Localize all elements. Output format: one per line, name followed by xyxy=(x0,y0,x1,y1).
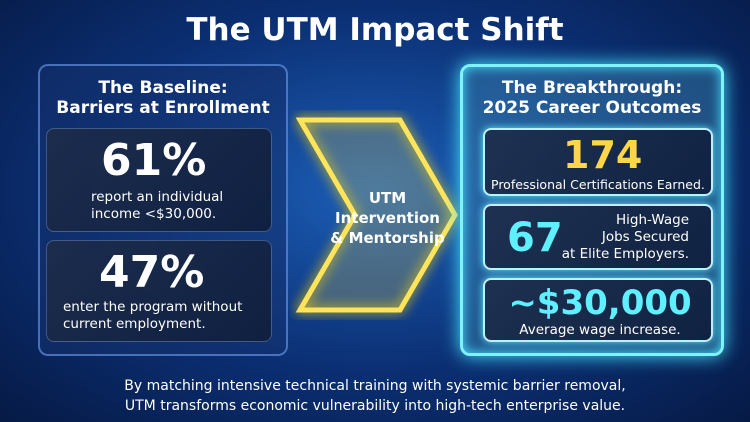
text-line: UTM xyxy=(368,189,407,207)
stat-value: 61% xyxy=(101,135,207,186)
breakthrough-heading: The Breakthrough: 2025 Career Outcomes xyxy=(460,78,724,118)
stat-text: report an individual income <$30,000. xyxy=(91,189,223,223)
text-line: Professional Certifications Earned. xyxy=(491,177,705,192)
stat-card: ~$30,000 Average wage increase. xyxy=(483,278,713,342)
text-line: Jobs Secured xyxy=(601,229,689,245)
stat-text: High-Wage Jobs Secured at Elite Employer… xyxy=(562,212,689,263)
text-line: High-Wage xyxy=(616,212,689,228)
footer-line: By matching intensive technical training… xyxy=(124,378,626,394)
text-line: current employment. xyxy=(63,316,206,332)
stat-card: 174 Professional Certifications Earned. xyxy=(483,128,713,196)
stat-card: 61% report an individual income <$30,000… xyxy=(46,128,272,232)
footer: By matching intensive technical training… xyxy=(0,376,750,416)
stat-value: 174 xyxy=(563,133,643,177)
stat-value: 67 xyxy=(507,215,563,261)
text-line: Intervention xyxy=(335,209,440,227)
text-line: at Elite Employers. xyxy=(561,246,689,262)
heading-line: The Breakthrough: xyxy=(501,78,683,98)
heading-line: 2025 Career Outcomes xyxy=(482,98,702,118)
text-line: income <$30,000. xyxy=(91,206,217,222)
heading-line: Barriers at Enrollment xyxy=(56,98,270,118)
stat-value: ~$30,000 xyxy=(508,283,692,323)
text-line: & Mentorship xyxy=(330,229,445,247)
arrow xyxy=(295,117,458,313)
stat-card: 67 High-Wage Jobs Secured at Elite Emplo… xyxy=(483,204,713,270)
stat-text: Professional Certifications Earned. xyxy=(491,176,705,193)
title: The UTM Impact Shift xyxy=(186,12,564,48)
stat-text: Average wage increase. xyxy=(485,322,715,339)
text-line: Average wage increase. xyxy=(519,322,681,338)
chevron xyxy=(295,117,458,313)
text-line: enter the program without xyxy=(63,299,243,315)
intervention-text: UTM Intervention & Mentorship xyxy=(320,188,455,248)
baseline-heading: The Baseline: Barriers at Enrollment xyxy=(38,78,288,118)
text-line: report an individual xyxy=(91,189,224,205)
stat-text: enter the program without current employ… xyxy=(63,299,242,333)
heading-line: The Baseline: xyxy=(98,78,228,98)
stat-value: 47% xyxy=(99,247,205,298)
footer-line: UTM transforms economic vulnerability in… xyxy=(124,398,626,414)
stat-card: 47% enter the program without current em… xyxy=(46,240,272,342)
